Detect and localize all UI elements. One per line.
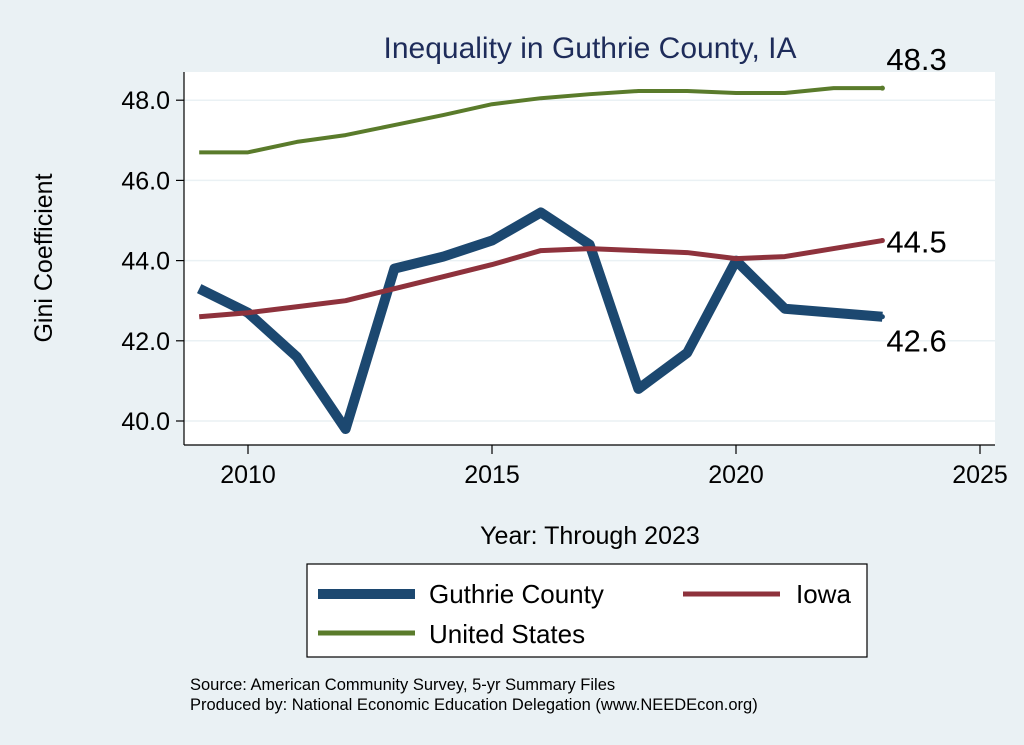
x-tick-label: 2020 bbox=[708, 461, 764, 489]
end-marker-iowa bbox=[879, 238, 885, 244]
end-marker-guthrie bbox=[879, 314, 885, 320]
y-tick-label: 48.0 bbox=[121, 87, 170, 115]
end-label-iowa: 44.5 bbox=[886, 225, 946, 260]
y-tick-label: 46.0 bbox=[121, 167, 170, 195]
legend: Guthrie County Iowa United States bbox=[306, 563, 868, 658]
end-label-guthrie: 42.6 bbox=[886, 324, 946, 359]
y-tick-label: 44.0 bbox=[121, 248, 170, 276]
y-tick-label: 40.0 bbox=[121, 408, 170, 436]
x-axis-label: Year: Through 2023 bbox=[480, 522, 700, 550]
legend-label-iowa: Iowa bbox=[796, 579, 851, 609]
end-marker-us bbox=[879, 85, 885, 91]
x-tick-label: 2025 bbox=[952, 461, 1008, 489]
legend-label-guthrie: Guthrie County bbox=[429, 579, 604, 609]
legend-label-us: United States bbox=[429, 619, 585, 649]
x-tick-label: 2015 bbox=[464, 461, 520, 489]
end-label-us: 48.3 bbox=[886, 42, 946, 77]
chart-title: Inequality in Guthrie County, IA bbox=[384, 32, 797, 65]
y-axis-label: Gini Coefficient bbox=[30, 173, 58, 342]
x-tick-label: 2010 bbox=[220, 461, 276, 489]
legend-box bbox=[306, 563, 868, 658]
producer-note: Produced by: National Economic Education… bbox=[190, 696, 758, 714]
y-tick-label: 42.0 bbox=[121, 328, 170, 356]
source-note: Source: American Community Survey, 5-yr … bbox=[190, 676, 615, 694]
